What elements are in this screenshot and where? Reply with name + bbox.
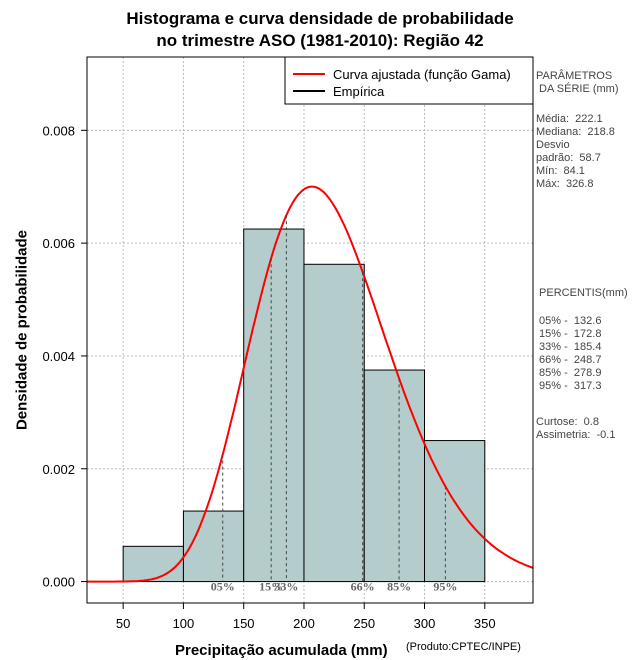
x-tick-label: 100 (173, 616, 195, 631)
percentile-marker-label: 85% (387, 580, 411, 594)
percentis-body: 05% - 132.6 15% - 172.8 33% - 185.4 66% … (539, 315, 602, 392)
y-tick-label: 0.008 (42, 123, 75, 138)
percentile-marker-label: 66% (351, 580, 375, 594)
histogram-bar (363, 369, 426, 583)
x-tick-label: 200 (293, 616, 315, 631)
y-axis-label: Densidade de probabilidade (13, 229, 31, 431)
percentile-marker-label: 05% (211, 580, 235, 594)
y-tick-label: 0.002 (42, 462, 75, 477)
x-axis-label: Precipitação acumulada (mm) (175, 642, 388, 659)
y-tick-label: 0.000 (42, 575, 75, 590)
histogram-bar (303, 263, 365, 583)
gamma-density-curve (87, 185, 534, 583)
legend-box (284, 56, 534, 105)
legend-label: Empírica (333, 84, 385, 99)
x-tick-label: 50 (116, 616, 130, 631)
y-tick-label: 0.006 (42, 236, 75, 251)
chart-title-line1: Histograma e curva densidade de probabil… (126, 9, 514, 28)
percentis-heading: PERCENTIS(mm) (536, 287, 628, 299)
x-tick-label: 300 (414, 616, 436, 631)
histogram-bar (182, 510, 245, 583)
percentile-marker-label: 95% (433, 580, 457, 594)
params-body: Média: 222.1 Mediana: 218.8 Desvio padrã… (536, 113, 615, 190)
params-heading: PARÂMETROS DA SÉRIE (mm) (536, 70, 619, 95)
shape-stats: Curtose: 0.8 Assimetria: -0.1 (536, 416, 616, 441)
product-credit: (Produto:CPTEC/INPE) (406, 641, 521, 653)
x-tick-label: 350 (474, 616, 496, 631)
y-tick-label: 0.004 (42, 349, 75, 364)
histogram-bar (122, 545, 184, 583)
percentile-marker-label: 33% (274, 580, 298, 594)
x-tick-label: 150 (233, 616, 255, 631)
percentile-marker-label: 15% (259, 580, 283, 594)
legend-label: Curva ajustada (função Gama) (333, 67, 511, 82)
histogram-bar (243, 228, 305, 583)
x-tick-label: 250 (353, 616, 375, 631)
chart-title-line2: no trimestre ASO (1981-2010): Região 42 (156, 31, 484, 50)
